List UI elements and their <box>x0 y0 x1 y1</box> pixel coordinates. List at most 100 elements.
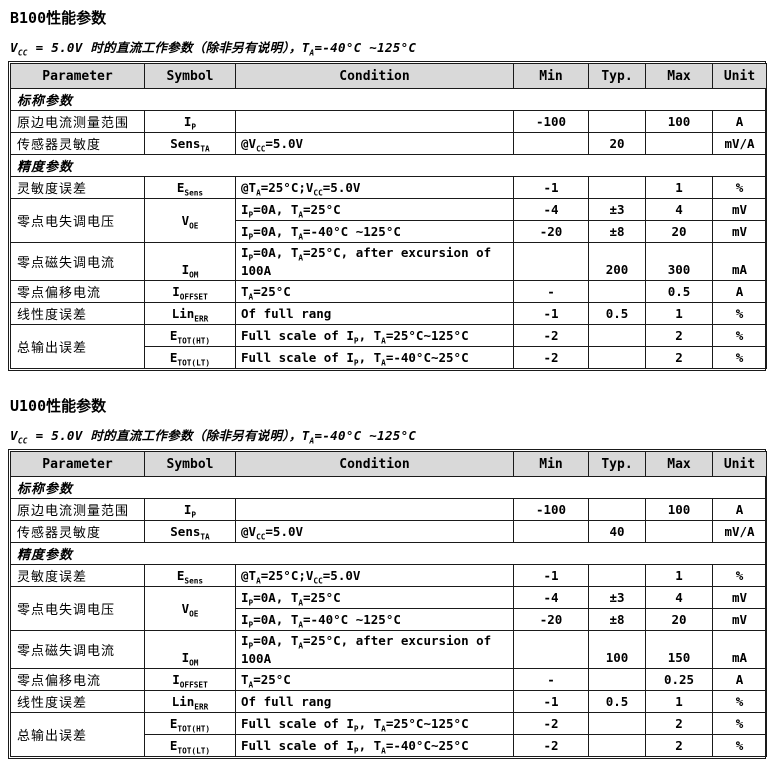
table-row-sens: 传感器灵敏度 SensTA @VCC=5.0V 20 mV/A <box>10 132 767 155</box>
param-cell: 线性度误差 <box>10 302 145 325</box>
section-row-nominal: 标称参数 <box>10 476 767 499</box>
unit-cell: % <box>712 324 767 347</box>
min-cell <box>513 242 589 281</box>
u100-subtitle: VCC = 5.0V 时的直流工作参数（除非另有说明），TA=-40°C ~12… <box>10 428 417 446</box>
min-cell: -1 <box>513 564 589 587</box>
table-row-ioffset: 零点偏移电流 IOFFSET TA=25°C - 0.5 A <box>10 280 767 303</box>
typ-cell: ±3 <box>588 198 646 221</box>
param-cell: 原边电流测量范围 <box>10 110 145 133</box>
section-label: 标称参数 <box>10 88 767 111</box>
table-row-ioffset: 零点偏移电流 IOFFSET TA=25°C - 0.25 A <box>10 668 767 691</box>
typ-cell <box>588 176 646 199</box>
condition-cell: Full scale of IP, TA=-40°C~25°C <box>235 346 514 369</box>
col-header-min: Min <box>513 63 589 89</box>
max-cell: 20 <box>645 608 713 631</box>
param-cell: 零点磁失调电流 <box>10 242 145 281</box>
symbol-cell: SensTA <box>144 132 236 155</box>
condition-cell: IP=0A, TA=-40°C ~125°C <box>235 608 514 631</box>
min-cell <box>513 132 589 155</box>
param-cell: 传感器灵敏度 <box>10 520 145 543</box>
table-row-etot-2: ETOT(LT) Full scale of IP, TA=-40°C~25°C… <box>11 346 767 369</box>
col-header-symbol: Symbol <box>144 451 236 477</box>
condition-cell: Of full rang <box>235 690 514 713</box>
max-cell: 100 <box>645 110 713 133</box>
section-row-accuracy: 精度参数 <box>10 542 767 565</box>
u100-title: U100性能参数 <box>10 397 107 415</box>
param-cell: 线性度误差 <box>10 690 145 713</box>
unit-cell: mV <box>712 608 767 631</box>
col-header-max: Max <box>645 451 713 477</box>
typ-cell <box>588 734 646 757</box>
typ-cell: ±8 <box>588 220 646 243</box>
condition-cell: Full scale of IP, TA=25°C~125°C <box>235 324 514 347</box>
unit-cell: % <box>712 564 767 587</box>
unit-cell: A <box>712 110 767 133</box>
condition-cell <box>235 110 514 133</box>
typ-cell: 40 <box>588 520 646 543</box>
col-header-condition: Condition <box>235 451 514 477</box>
condition-cell: TA=25°C <box>235 280 514 303</box>
param-cell: 总输出误差 <box>10 324 145 369</box>
table-row-etot-1: 总输出误差 ETOT(HT) Full scale of IP, TA=25°C… <box>10 324 767 369</box>
param-cell: 零点磁失调电流 <box>10 630 145 669</box>
max-cell: 2 <box>645 346 713 369</box>
typ-cell: 0.5 <box>588 690 646 713</box>
u100-parameters-table: Parameter Symbol Condition Min Typ. Max … <box>8 449 767 759</box>
param-cell: 零点偏移电流 <box>10 668 145 691</box>
symbol-cell: IOFFSET <box>144 668 236 691</box>
table-header-row: Parameter Symbol Condition Min Typ. Max … <box>10 63 767 89</box>
min-cell: -20 <box>513 608 589 631</box>
col-header-typ: Typ. <box>588 451 646 477</box>
max-cell: 2 <box>645 712 713 735</box>
symbol-cell: ESens <box>144 564 236 587</box>
symbol-cell: IP <box>144 110 236 133</box>
param-cell: 原边电流测量范围 <box>10 498 145 521</box>
col-header-parameter: Parameter <box>10 451 145 477</box>
unit-cell: % <box>712 690 767 713</box>
b100-subtitle: VCC = 5.0V 时的直流工作参数（除非另有说明），TA=-40°C ~12… <box>10 40 417 58</box>
min-cell: -1 <box>513 690 589 713</box>
table-row-voe-1: 零点电失调电压 VOE IP=0A, TA=25°C -4 ±3 4 mV <box>10 586 767 631</box>
unit-cell: mV/A <box>712 132 767 155</box>
symbol-cell: VOE <box>144 198 236 243</box>
max-cell: 4 <box>645 198 713 221</box>
section-label: 精度参数 <box>10 154 767 177</box>
symbol-cell: VOE <box>144 586 236 631</box>
min-cell: -100 <box>513 110 589 133</box>
max-cell: 20 <box>645 220 713 243</box>
min-cell: -2 <box>513 346 589 369</box>
min-cell: - <box>513 280 589 303</box>
typ-cell: 20 <box>588 132 646 155</box>
max-cell: 300 <box>645 242 713 281</box>
condition-cell: IP=0A, TA=25°C, after excursion of 100A <box>235 630 514 669</box>
col-header-typ: Typ. <box>588 63 646 89</box>
symbol-cell: IOM <box>144 630 236 669</box>
col-header-condition: Condition <box>235 63 514 89</box>
condition-cell: @TA=25°C;VCC=5.0V <box>235 564 514 587</box>
b100-parameters-table: Parameter Symbol Condition Min Typ. Max … <box>8 61 767 371</box>
max-cell: 0.25 <box>645 668 713 691</box>
param-cell: 传感器灵敏度 <box>10 132 145 155</box>
unit-cell: mV <box>712 198 767 221</box>
min-cell: -2 <box>513 324 589 347</box>
table-row-ip: 原边电流测量范围 IP -100 100 A <box>10 110 767 133</box>
symbol-cell: ETOT(LT) <box>144 734 236 757</box>
condition-cell: IP=0A, TA=25°C, after excursion of 100A <box>235 242 514 281</box>
typ-cell <box>588 498 646 521</box>
col-header-parameter: Parameter <box>10 63 145 89</box>
condition-cell <box>235 498 514 521</box>
section-label: 精度参数 <box>10 542 767 565</box>
typ-cell: ±3 <box>588 586 646 609</box>
unit-cell: % <box>712 346 767 369</box>
col-header-symbol: Symbol <box>144 63 236 89</box>
condition-cell: Of full rang <box>235 302 514 325</box>
typ-cell <box>588 324 646 347</box>
symbol-cell: IP <box>144 498 236 521</box>
max-cell: 4 <box>645 586 713 609</box>
table-row-iom: 零点磁失调电流 IOM IP=0A, TA=25°C, after excurs… <box>10 242 767 281</box>
param-cell: 灵敏度误差 <box>10 176 145 199</box>
typ-cell <box>588 564 646 587</box>
typ-cell <box>588 668 646 691</box>
table-row-lin: 线性度误差 LinERR Of full rang -1 0.5 1 % <box>10 302 767 325</box>
